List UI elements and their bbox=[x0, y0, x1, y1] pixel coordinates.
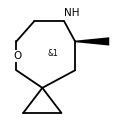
Polygon shape bbox=[75, 37, 109, 46]
Text: O: O bbox=[13, 51, 21, 61]
Text: NH: NH bbox=[64, 8, 80, 18]
Text: &1: &1 bbox=[48, 49, 59, 58]
